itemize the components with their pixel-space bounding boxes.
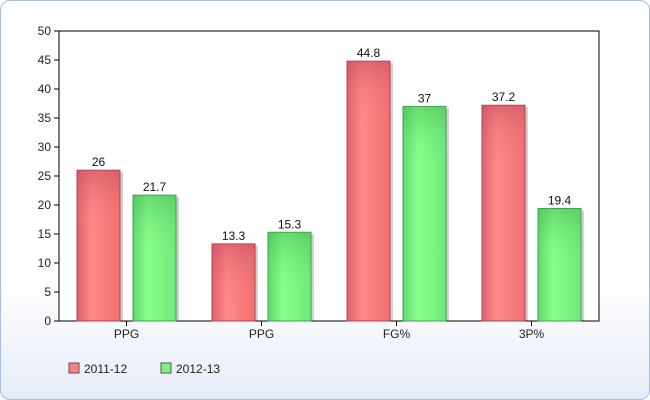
bar-highlight — [133, 195, 176, 256]
axis-layer: 0 5 10 15 20 25 30 35 40 45 50 PPG PPG FG% 3P% — [38, 24, 545, 341]
data-label: 26 — [92, 155, 106, 169]
category-label: FG% — [383, 327, 411, 341]
y-tick-label: 5 — [44, 285, 51, 299]
legend-swatch — [68, 362, 80, 374]
category-label: PPG — [114, 327, 139, 341]
legend-label: 2012-13 — [176, 362, 220, 376]
category-label: 3P% — [519, 327, 545, 341]
data-label: 13.3 — [222, 229, 246, 243]
data-label: 37 — [418, 91, 432, 105]
data-label: 15.3 — [278, 217, 302, 231]
y-tick-label: 0 — [44, 314, 51, 328]
bar-highlight — [538, 208, 581, 269]
y-tick-label: 45 — [38, 53, 52, 67]
legend-swatch — [160, 362, 172, 374]
y-tick-label: 50 — [38, 24, 52, 38]
bar-highlight — [347, 61, 390, 122]
y-tick-label: 35 — [38, 111, 52, 125]
y-tick-label: 40 — [38, 82, 52, 96]
y-tick-label: 30 — [38, 140, 52, 154]
data-label: 44.8 — [357, 46, 381, 60]
legend-label: 2011-12 — [84, 362, 127, 376]
category-label: PPG — [249, 327, 274, 341]
data-label: 19.4 — [548, 193, 572, 207]
bar-highlight — [482, 105, 525, 166]
bar-highlight — [268, 232, 311, 293]
y-tick-label: 20 — [38, 198, 52, 212]
bars-layer: 26 21.7 13.3 15.3 44.8 37 37.2 19.4 — [76, 46, 584, 322]
bar-highlight — [212, 244, 255, 305]
data-label: 37.2 — [492, 90, 516, 104]
bar-highlight — [403, 106, 446, 167]
y-tick-label: 15 — [38, 227, 52, 241]
bar-highlight — [77, 170, 120, 231]
y-tick-label: 10 — [38, 256, 52, 270]
data-label: 21.7 — [143, 180, 167, 194]
legend: 2011-12 2012-13 — [68, 362, 220, 376]
y-tick-label: 25 — [38, 169, 52, 183]
